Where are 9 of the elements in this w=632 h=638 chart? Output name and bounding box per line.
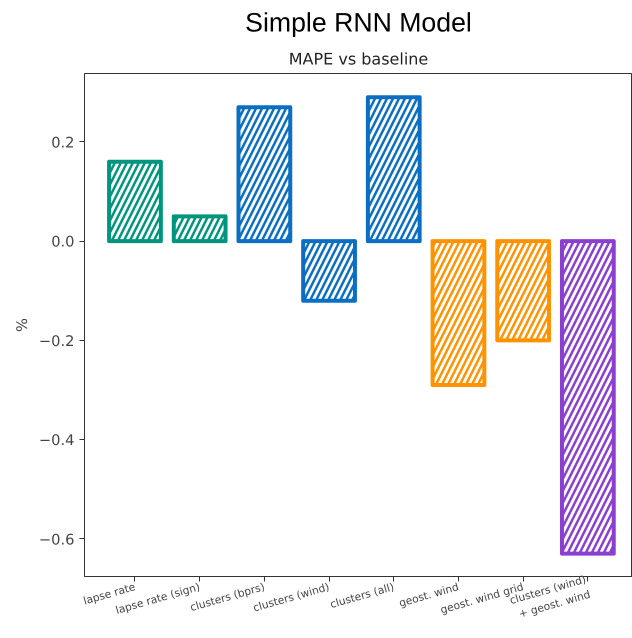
- y-tick-label: 0.2: [51, 134, 75, 152]
- y-tick-label: −0.4: [38, 432, 75, 450]
- x-tick-label: clusters (all): [328, 580, 396, 611]
- y-tick-label: −0.2: [38, 332, 75, 350]
- y-tick-label: −0.6: [38, 531, 75, 548]
- y-tick-label: 0.0: [51, 234, 75, 251]
- chart-title: Simple RNN Model: [245, 8, 472, 38]
- y-axis-title: %: [14, 318, 31, 332]
- chart-subtitle: MAPE vs baseline: [288, 50, 428, 68]
